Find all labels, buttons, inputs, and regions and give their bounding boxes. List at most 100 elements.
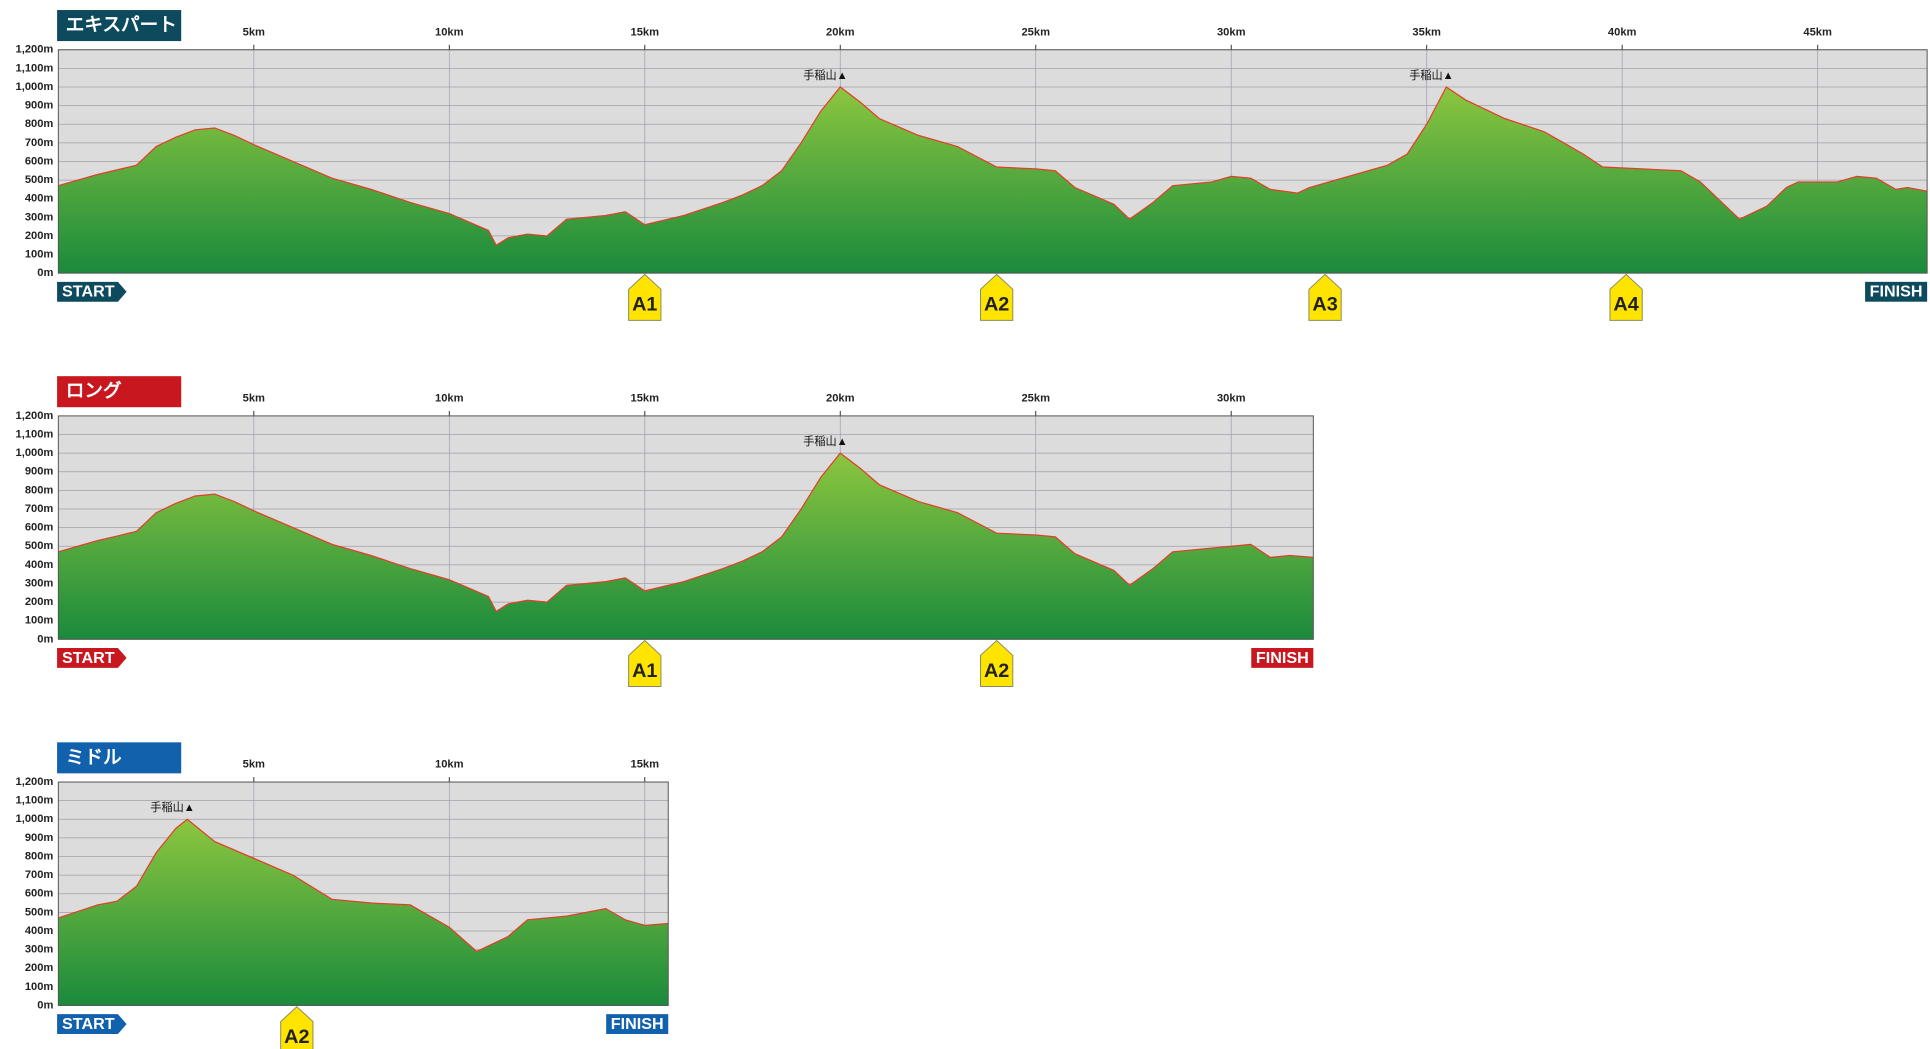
aid-station-label: A1 — [632, 660, 657, 682]
aid-station-label: A3 — [1312, 294, 1337, 316]
aid-station-tag — [628, 273, 662, 321]
x-tick-label: 25km — [1021, 392, 1050, 404]
y-tick-label: 300m — [25, 577, 54, 589]
y-tick-label: 700m — [25, 137, 54, 149]
finish-badge — [606, 1014, 669, 1034]
elevation-line — [58, 86, 1928, 247]
y-tick-label: 0m — [37, 267, 53, 279]
x-tick-label: 40km — [1608, 26, 1637, 38]
y-tick-label: 400m — [25, 559, 54, 571]
x-tick-label: 45km — [1803, 26, 1832, 38]
x-tick-label: 20km — [826, 26, 855, 38]
elevation-area — [58, 86, 1928, 274]
y-tick-label: 100m — [25, 249, 54, 261]
x-tick-label: 25km — [1021, 26, 1050, 38]
aid-station-label: A2 — [284, 1026, 309, 1048]
y-tick-label: 300m — [25, 944, 54, 956]
y-tick-label: 400m — [25, 193, 54, 205]
x-tick-label: 5km — [243, 26, 265, 38]
x-tick-label: 20km — [826, 392, 855, 404]
y-tick-label: 500m — [25, 906, 54, 918]
finish-badge — [1865, 281, 1928, 302]
course-title: ロング — [66, 380, 122, 401]
y-tick-label: 1,000m — [16, 813, 54, 825]
aid-station-tag — [980, 639, 1014, 687]
y-tick-label: 1,200m — [16, 44, 54, 56]
y-tick-label: 1,100m — [16, 62, 54, 74]
peak-label: 手稲山▲ — [803, 68, 848, 82]
x-tick-label: 5km — [243, 392, 265, 404]
aid-station-label: A2 — [984, 660, 1009, 682]
y-tick-label: 200m — [25, 962, 54, 974]
finish-label: FINISH — [1256, 649, 1309, 667]
start-label: START — [62, 649, 115, 667]
peak-label: 手稲山▲ — [1409, 68, 1454, 82]
start-badge — [57, 281, 127, 302]
aid-station-label: A1 — [632, 294, 657, 316]
x-tick-label: 10km — [435, 26, 464, 38]
y-tick-label: 1,100m — [16, 428, 54, 440]
x-tick-label: 30km — [1217, 392, 1246, 404]
y-tick-label: 600m — [25, 155, 54, 167]
x-tick-label: 5km — [243, 759, 265, 771]
start-badge — [57, 1014, 127, 1034]
start-badge — [57, 647, 127, 668]
aid-station-label: A2 — [984, 294, 1009, 316]
y-tick-label: 1,200m — [16, 776, 54, 788]
aid-station-tag — [1308, 273, 1342, 321]
aid-station-tag — [1609, 273, 1643, 321]
x-tick-label: 15km — [631, 26, 660, 38]
y-tick-label: 100m — [25, 615, 54, 627]
y-tick-label: 200m — [25, 230, 54, 242]
aid-station-label: A4 — [1613, 294, 1638, 316]
elevation-area — [58, 819, 669, 1006]
aid-station-tag — [980, 273, 1014, 321]
plot-frame — [57, 49, 1928, 274]
y-tick-label: 1,100m — [16, 795, 54, 807]
y-tick-label: 0m — [37, 999, 53, 1011]
y-tick-label: 900m — [25, 832, 54, 844]
y-tick-label: 600m — [25, 522, 54, 534]
elevation-area — [58, 453, 1314, 640]
y-tick-label: 700m — [25, 869, 54, 881]
y-tick-label: 500m — [25, 174, 54, 186]
y-tick-label: 1,200m — [16, 410, 54, 422]
y-tick-label: 100m — [25, 981, 54, 993]
y-tick-label: 800m — [25, 118, 54, 130]
y-tick-label: 300m — [25, 211, 54, 223]
x-tick-label: 30km — [1217, 26, 1246, 38]
finish-label: FINISH — [611, 1015, 664, 1033]
plot-frame — [57, 781, 669, 1006]
y-tick-label: 800m — [25, 850, 54, 862]
elevation-line — [58, 452, 1314, 613]
course-badge — [57, 742, 182, 774]
peak-label: 手稲山▲ — [803, 434, 848, 448]
aid-station-tag — [628, 639, 662, 687]
elevation-line — [58, 818, 669, 953]
x-tick-label: 10km — [435, 759, 464, 771]
finish-badge — [1251, 647, 1314, 668]
start-label: START — [62, 283, 115, 301]
y-tick-label: 0m — [37, 633, 53, 645]
x-tick-label: 35km — [1412, 26, 1441, 38]
y-tick-label: 400m — [25, 925, 54, 937]
y-tick-label: 1,000m — [16, 81, 54, 93]
x-tick-label: 15km — [631, 392, 660, 404]
finish-label: FINISH — [1870, 283, 1923, 301]
y-tick-label: 200m — [25, 596, 54, 608]
course-badge — [57, 376, 182, 408]
y-tick-label: 500m — [25, 540, 54, 552]
course-badge — [57, 10, 182, 42]
x-tick-label: 15km — [631, 759, 660, 771]
course-title: ミドル — [66, 746, 122, 767]
y-tick-label: 800m — [25, 484, 54, 496]
peak-label: 手稲山▲ — [150, 800, 195, 814]
plot-frame — [57, 415, 1314, 640]
y-tick-label: 900m — [25, 466, 54, 478]
y-tick-label: 1,000m — [16, 447, 54, 459]
start-label: START — [62, 1015, 115, 1033]
x-tick-label: 10km — [435, 392, 464, 404]
y-tick-label: 900m — [25, 100, 54, 112]
